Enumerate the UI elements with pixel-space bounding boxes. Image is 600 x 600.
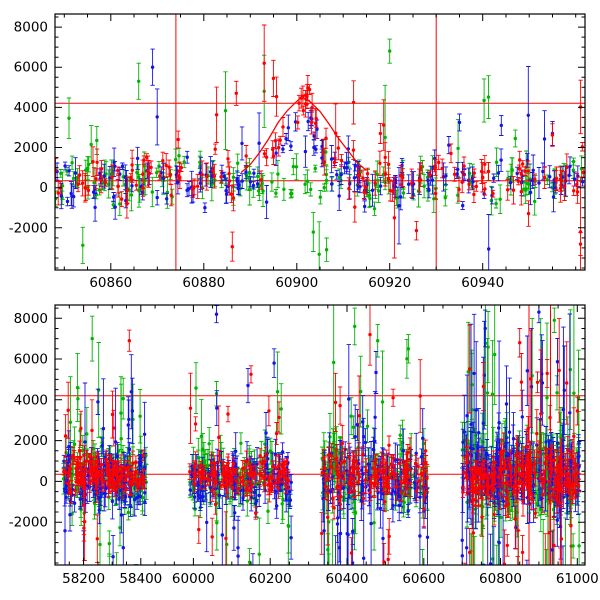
y-tick-label: -2000: [9, 220, 48, 236]
x-tick-label: 60600: [402, 571, 445, 587]
axis-ticks: [55, 14, 585, 270]
y-tick-label: 0: [39, 474, 48, 490]
x-tick-label: 60400: [326, 571, 369, 587]
y-tick-label: 8000: [14, 311, 48, 327]
plot-frame: [54, 304, 586, 566]
y-tick-label: 2000: [14, 433, 48, 449]
y-tick-label: 8000: [14, 20, 48, 36]
y-tick-label: 4000: [14, 100, 48, 116]
series-red: [55, 24, 585, 270]
y-tick-label: 6000: [14, 352, 48, 368]
x-tick-label: 60920: [368, 275, 411, 291]
x-tick-label: 60940: [461, 275, 504, 291]
y-tick-label: 2000: [14, 140, 48, 156]
x-tick-label: 60860: [89, 275, 132, 291]
x-tick-label: 60800: [479, 571, 522, 587]
y-tick-label: 4000: [14, 392, 48, 408]
x-tick-label: 60900: [275, 275, 318, 291]
bottom-panel: 58200 58400 60000 60200 60400 60600 60800 61000…: [9, 304, 599, 587]
flare-curve: [240, 96, 367, 174]
y-tick-label: 0: [39, 180, 48, 196]
plot-frame: [54, 13, 586, 271]
series-red: [61, 305, 581, 565]
x-tick-label: 60880: [182, 275, 225, 291]
top-panel: 60860 60880 60900 60920 60940 -2000 0 2000 4000 6…: [9, 13, 586, 291]
tick-labels: 60860 60880 60900 60920 60940 -2000 0 2000 4000 6…: [9, 20, 504, 291]
x-tick-label: 61000: [556, 571, 599, 587]
y-tick-label: -2000: [9, 515, 48, 531]
x-tick-label: 60200: [249, 571, 292, 587]
x-tick-label: 58200: [62, 571, 105, 587]
y-tick-label: 6000: [14, 60, 48, 76]
x-tick-label: 58400: [119, 571, 162, 587]
x-tick-label: 60000: [172, 571, 215, 587]
tick-labels: 58200 58400 60000 60200 60400 60600 60800 61000…: [9, 311, 599, 587]
